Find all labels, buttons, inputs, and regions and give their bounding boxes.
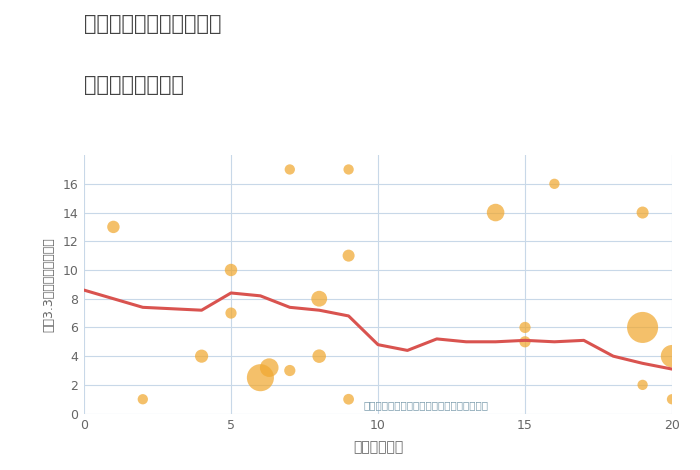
Point bbox=[284, 367, 295, 374]
Point bbox=[284, 166, 295, 173]
Point bbox=[490, 209, 501, 216]
Point bbox=[666, 352, 678, 360]
Point bbox=[225, 309, 237, 317]
Point bbox=[343, 166, 354, 173]
Point bbox=[637, 209, 648, 216]
Point bbox=[549, 180, 560, 188]
Point bbox=[314, 295, 325, 303]
Point bbox=[343, 252, 354, 259]
Point bbox=[666, 395, 678, 403]
Point bbox=[196, 352, 207, 360]
Text: 駅距離別土地価格: 駅距離別土地価格 bbox=[84, 75, 184, 95]
Point bbox=[255, 374, 266, 382]
Point bbox=[314, 352, 325, 360]
Y-axis label: 坪（3.3㎡）単価（万円）: 坪（3.3㎡）単価（万円） bbox=[43, 237, 55, 332]
Point bbox=[225, 266, 237, 274]
Point bbox=[637, 381, 648, 389]
Text: 三重県伊賀市上野万町の: 三重県伊賀市上野万町の bbox=[84, 14, 221, 34]
Point bbox=[137, 395, 148, 403]
X-axis label: 駅距離（分）: 駅距離（分） bbox=[353, 440, 403, 454]
Point bbox=[108, 223, 119, 231]
Point bbox=[264, 364, 275, 371]
Text: 円の大きさは、取引のあった物件面積を示す: 円の大きさは、取引のあった物件面積を示す bbox=[363, 400, 489, 410]
Point bbox=[519, 324, 531, 331]
Point bbox=[343, 395, 354, 403]
Point bbox=[637, 324, 648, 331]
Point bbox=[519, 338, 531, 345]
